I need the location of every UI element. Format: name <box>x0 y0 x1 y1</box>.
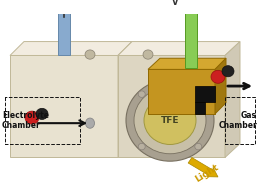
Circle shape <box>166 0 184 11</box>
Text: V: V <box>172 0 178 7</box>
Polygon shape <box>225 42 240 157</box>
Polygon shape <box>148 58 226 69</box>
Circle shape <box>195 143 202 150</box>
Polygon shape <box>195 102 205 114</box>
Circle shape <box>138 143 145 150</box>
Circle shape <box>134 87 206 154</box>
Circle shape <box>138 91 145 97</box>
Ellipse shape <box>185 9 197 13</box>
FancyArrow shape <box>188 157 218 177</box>
Circle shape <box>211 70 225 83</box>
Ellipse shape <box>86 118 95 128</box>
Polygon shape <box>10 42 132 55</box>
Circle shape <box>195 91 202 97</box>
Text: Gas
Chamber: Gas Chamber <box>218 111 257 130</box>
Polygon shape <box>118 42 240 55</box>
Polygon shape <box>195 86 215 102</box>
Text: TFE: TFE <box>161 116 179 125</box>
Polygon shape <box>58 6 70 55</box>
Text: Electrolyte
Chamber: Electrolyte Chamber <box>2 111 49 130</box>
Polygon shape <box>10 55 118 157</box>
Ellipse shape <box>58 4 70 9</box>
Circle shape <box>25 111 39 124</box>
Circle shape <box>85 50 95 59</box>
Polygon shape <box>215 58 226 114</box>
Circle shape <box>126 80 214 161</box>
Polygon shape <box>148 69 215 114</box>
Circle shape <box>143 50 153 59</box>
Polygon shape <box>185 11 197 68</box>
Circle shape <box>222 66 234 77</box>
Circle shape <box>36 108 48 119</box>
Polygon shape <box>118 42 132 157</box>
Polygon shape <box>118 55 225 157</box>
Text: Light: Light <box>194 163 221 184</box>
Circle shape <box>144 96 196 144</box>
